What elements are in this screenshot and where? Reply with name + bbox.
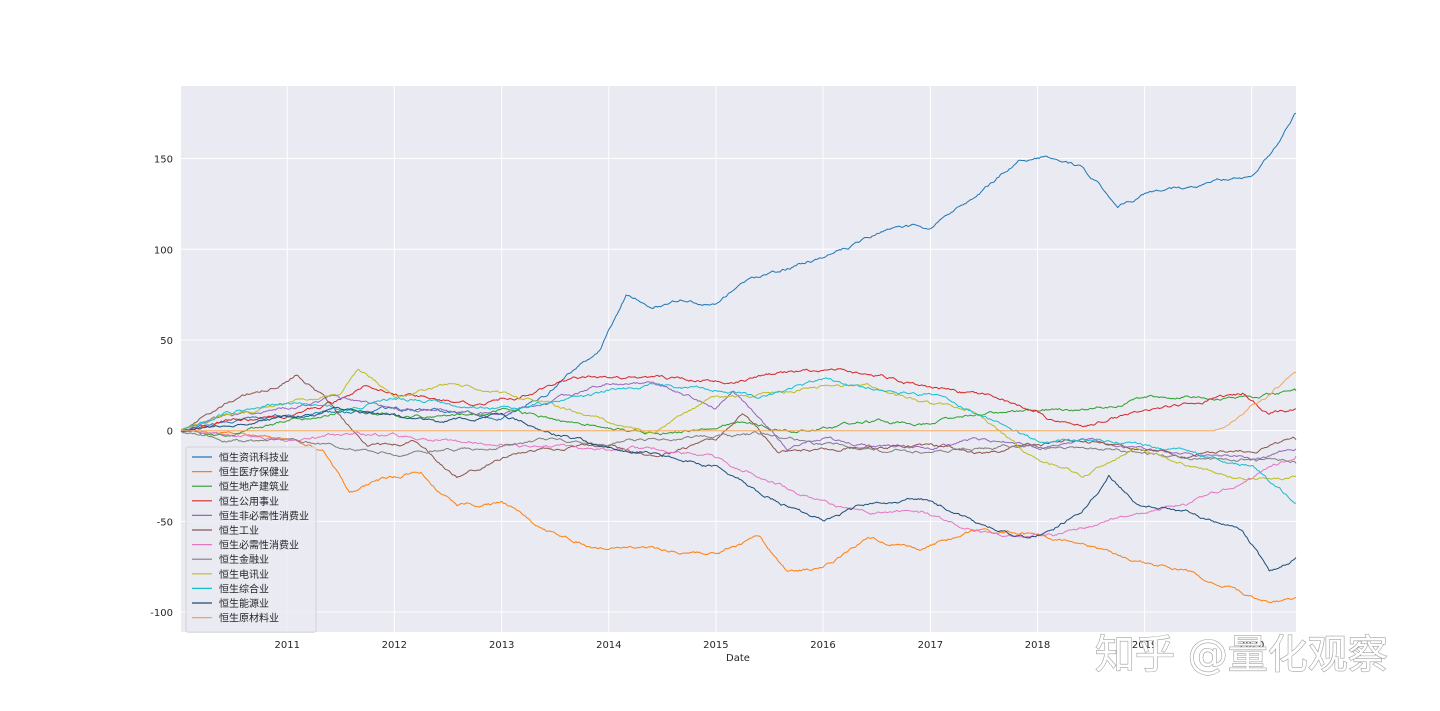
plot-area-background (181, 86, 1296, 632)
legend-label: 恒生金融业 (219, 553, 269, 566)
y-tick-labels: -100 -50 0 50 100 150 (150, 155, 173, 619)
y-tick-label: 150 (154, 155, 173, 166)
x-tick-label: 2013 (489, 640, 514, 651)
legend-label: 恒生能源业 (219, 597, 269, 610)
legend-label: 恒生地产建筑业 (219, 480, 289, 493)
series-line (180, 112, 1297, 432)
x-tick-label: 2011 (274, 640, 299, 651)
series-line (180, 406, 1297, 572)
legend-label: 恒生必需性消费业 (219, 539, 299, 552)
series-line (180, 428, 1297, 604)
series-line (181, 371, 1297, 432)
series-line (180, 430, 1297, 464)
legend-box (185, 446, 317, 633)
x-axis-label: Date (726, 653, 750, 664)
legend-label: 恒生综合业 (219, 582, 269, 595)
legend-label: 恒生原材料业 (219, 612, 279, 625)
legend-label: 恒生资讯科技业 (219, 451, 289, 464)
legend: 恒生资讯科技业恒生医疗保健业恒生地产建筑业恒生公用事业恒生非必需性消费业恒生工业… (185, 446, 317, 633)
legend-label: 恒生公用事业 (219, 495, 279, 508)
x-tick-label: 2015 (703, 640, 728, 651)
x-tick-label: 2019 (1132, 640, 1157, 651)
series-line (180, 377, 1297, 504)
legend-label: 恒生工业 (219, 524, 259, 537)
legend-label: 恒生医疗保健业 (219, 466, 289, 479)
x-tick-label: 2020 (1239, 640, 1264, 651)
y-tick-label: 0 (167, 427, 173, 438)
series-line (180, 368, 1297, 432)
x-tick-labels: 2011 2012 2013 2014 2015 2016 2017 2018 2019 2020 (274, 640, 1264, 651)
y-tick-label: -50 (157, 517, 173, 528)
legend-label: 恒生电讯业 (219, 568, 269, 581)
watermark: 知乎 @量化观察 (1095, 632, 1388, 678)
series-line (181, 388, 1297, 437)
x-tick-label: 2016 (810, 640, 835, 651)
legend-label: 恒生非必需性消费业 (219, 509, 309, 522)
x-tick-label: 2017 (918, 640, 943, 651)
series-line (180, 429, 1297, 538)
series-line (180, 374, 1297, 479)
series-line (180, 368, 1297, 481)
x-tick-label: 2018 (1025, 640, 1050, 651)
y-tick-label: -100 (150, 608, 173, 619)
x-tick-label: 2014 (596, 640, 621, 651)
data-series (180, 112, 1297, 604)
y-tick-label: 100 (154, 245, 173, 256)
x-tick-label: 2012 (382, 640, 407, 651)
y-tick-label: 50 (160, 336, 173, 347)
